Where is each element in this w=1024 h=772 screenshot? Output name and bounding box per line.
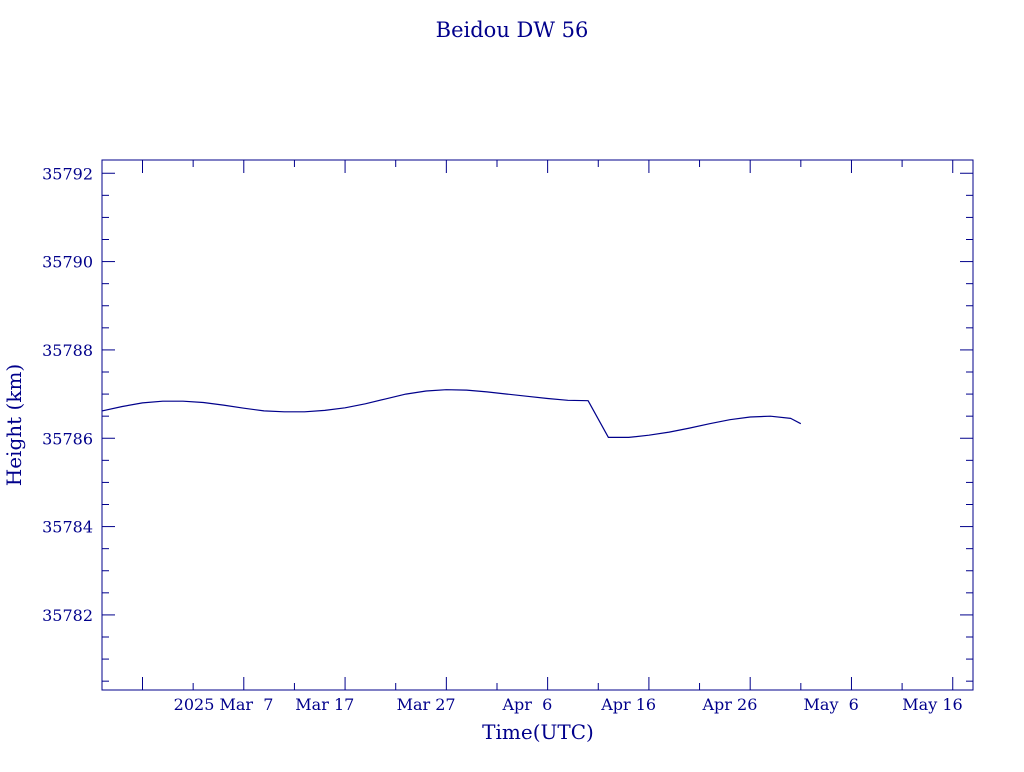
x-tick-label: May 6 (804, 695, 859, 714)
x-axis: 2025 Mar 7 Mar 17 Mar 27 Apr 6 Apr 16 Apr 26 M… (142, 160, 963, 714)
series-layer (101, 389, 802, 438)
y-tick-label: 35784 (42, 518, 93, 537)
x-tick-label: Apr 26 (701, 695, 757, 714)
y-tick-label: 35782 (42, 606, 93, 625)
x-tick-label: Mar 27 (397, 695, 456, 714)
y-tick-label: 35792 (42, 164, 93, 183)
x-axis-label: Time(UTC) (482, 720, 594, 744)
y-tick-label: 35786 (42, 429, 93, 448)
y-tick-label: 35790 (42, 253, 93, 272)
x-tick-label: Apr 6 (501, 695, 552, 714)
y-tick-label: 35788 (42, 341, 93, 360)
y-axis: 35782 35784 35786 35788 35790 35792 (42, 164, 973, 682)
x-tick-label: May 16 (902, 695, 962, 714)
x-tick-label: 2025 Mar 7 (174, 695, 274, 714)
series-line (101, 389, 802, 438)
plot-frame (101, 159, 974, 691)
x-tick-label: Apr 16 (600, 695, 656, 714)
y-axis-label: Height (km) (2, 364, 26, 486)
x-tick-label: Mar 17 (295, 695, 354, 714)
chart-title: Beidou DW 56 (436, 18, 589, 42)
